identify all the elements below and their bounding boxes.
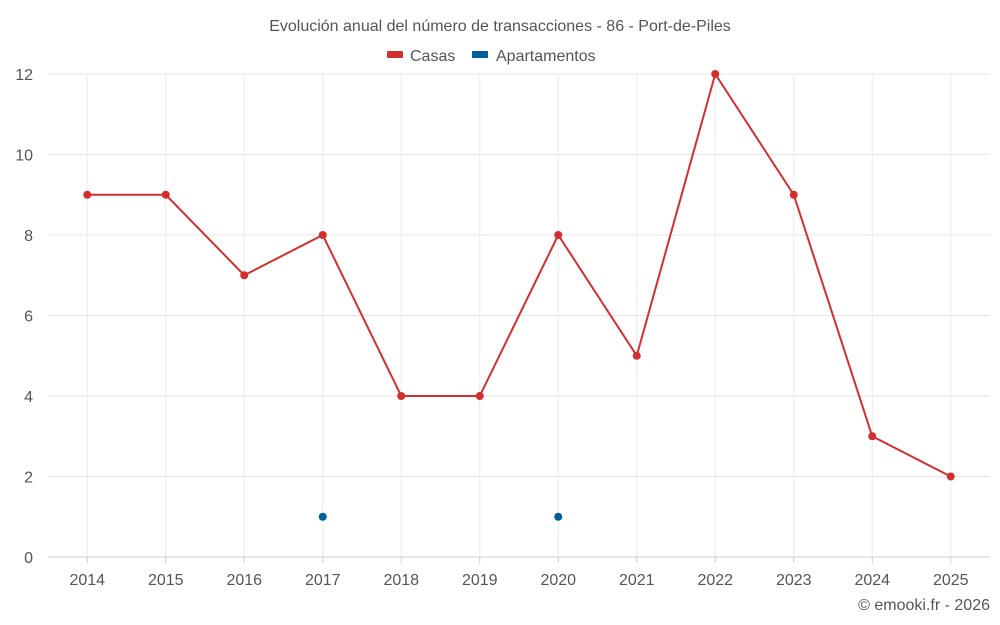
legend-item-apartamentos[interactable]: Apartamentos bbox=[472, 48, 596, 65]
data-point-apartamentos[interactable] bbox=[318, 512, 327, 521]
x-tick-label: 2022 bbox=[697, 572, 733, 589]
y-tick-label: 2 bbox=[24, 470, 33, 487]
data-point-casas[interactable] bbox=[946, 472, 955, 481]
x-tick-label: 2021 bbox=[619, 572, 655, 589]
data-point-casas[interactable] bbox=[554, 231, 563, 239]
legend-swatch-casas bbox=[387, 51, 403, 58]
data-point-apartamentos[interactable] bbox=[554, 512, 563, 521]
data-point-casas[interactable] bbox=[868, 432, 877, 441]
data-point-casas[interactable] bbox=[240, 271, 249, 280]
data-point-casas[interactable] bbox=[789, 190, 798, 199]
data-point-casas[interactable] bbox=[397, 392, 406, 400]
x-tick-label: 2019 bbox=[462, 572, 498, 589]
legend-label-casas: Casas bbox=[410, 48, 455, 65]
x-tick-label: 2017 bbox=[305, 572, 341, 589]
x-tick-label: 2023 bbox=[776, 572, 812, 589]
x-tick-label: 2020 bbox=[540, 572, 576, 589]
x-tick-label: 2014 bbox=[69, 572, 105, 589]
x-tick-label: 2024 bbox=[854, 572, 890, 589]
data-point-casas[interactable] bbox=[161, 190, 170, 199]
legend-swatch-apartamentos bbox=[472, 51, 488, 58]
series-line-casas bbox=[87, 71, 952, 478]
y-tick-label: 0 bbox=[24, 550, 33, 567]
grid bbox=[48, 73, 990, 557]
x-tick-label: 2015 bbox=[148, 572, 184, 589]
data-point-casas[interactable] bbox=[711, 70, 720, 78]
data-point-casas[interactable] bbox=[475, 392, 484, 400]
legend-item-casas[interactable]: Casas bbox=[387, 48, 455, 65]
data-point-casas[interactable] bbox=[632, 351, 641, 360]
legend-label-apartamentos: Apartamentos bbox=[496, 48, 596, 65]
series-layer bbox=[83, 70, 955, 521]
y-tick-label: 10 bbox=[15, 148, 33, 165]
y-tick-label: 12 bbox=[15, 67, 33, 84]
series-apartamentos bbox=[318, 512, 563, 521]
y-tick-label: 8 bbox=[24, 228, 33, 245]
data-point-casas[interactable] bbox=[318, 231, 327, 239]
chart-title: Evolución anual del número de transaccio… bbox=[269, 18, 731, 35]
y-tick-label: 4 bbox=[24, 389, 33, 406]
x-axis-ticks: 2014 2015 2016 2017 2018 2019 2020 2021 2022 2023… bbox=[69, 557, 969, 589]
x-tick-label: 2016 bbox=[226, 572, 262, 589]
credit-text: © emooki.fr - 2026 bbox=[858, 597, 990, 614]
y-axis-ticks: 0 2 4 6 8 10 12 bbox=[15, 67, 33, 567]
data-point-casas[interactable] bbox=[83, 190, 92, 199]
x-tick-label: 2018 bbox=[383, 572, 419, 589]
y-tick-label: 6 bbox=[24, 309, 33, 326]
legend: Casas Apartamentos bbox=[387, 48, 596, 65]
series-casas bbox=[83, 70, 955, 481]
x-tick-label: 2025 bbox=[933, 572, 969, 589]
